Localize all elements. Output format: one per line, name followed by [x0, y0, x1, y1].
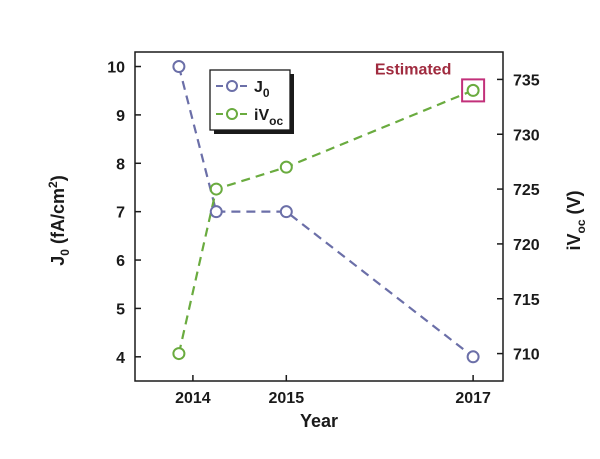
- x-axis-title: Year: [300, 411, 338, 431]
- x-tick-label: 2014: [175, 390, 211, 407]
- legend-label-ivoc: iVoc: [254, 107, 283, 128]
- y-left-tick-label: 7: [116, 205, 125, 222]
- tick-marks: [135, 65, 503, 381]
- data-point-ivoc: [172, 347, 186, 361]
- y-right-main: iV: [564, 234, 584, 251]
- y-left-tick-label: 6: [116, 253, 125, 270]
- y-left-sub: 0: [58, 249, 72, 256]
- y-left-main: J: [48, 256, 68, 266]
- data-point-j0: [279, 205, 293, 219]
- data-point-ivoc: [279, 160, 293, 174]
- legend: J0 iVoc: [209, 69, 294, 134]
- y-right-sub: oc: [574, 219, 588, 233]
- y-left-sup: 2: [46, 181, 60, 188]
- y-right-unit: (V): [564, 190, 584, 219]
- y-right-tick-label: 725: [513, 182, 540, 199]
- data-point-j0: [172, 60, 186, 74]
- axes-frame: [134, 51, 504, 382]
- y-left-unit-pre: (fA/cm: [48, 188, 68, 249]
- estimated-label: Estimated: [375, 61, 451, 78]
- data-point-j0: [209, 205, 223, 219]
- x-tick-label: 2017: [455, 390, 491, 407]
- y-left-tick-label: 8: [116, 156, 125, 173]
- legend-marker-ivoc: [226, 108, 238, 120]
- y-axis-title-left: J0 (fA/cm2): [46, 175, 72, 265]
- y-right-tick-label: 710: [513, 347, 540, 364]
- y-right-tick-label: 730: [513, 127, 540, 144]
- legend-j0-sub: 0: [263, 86, 270, 100]
- y-left-unit-post: ): [48, 175, 68, 181]
- estimated-box: [461, 78, 486, 103]
- y-right-tick-label: 715: [513, 292, 540, 309]
- legend-box: [209, 69, 291, 131]
- legend-ivoc-sub: oc: [269, 114, 283, 128]
- series-markers: [172, 60, 480, 364]
- y-right-tick-label: 720: [513, 237, 540, 254]
- y-left-tick-label: 4: [116, 350, 125, 367]
- plot-frame: [134, 51, 504, 382]
- legend-ivoc-main: iV: [254, 107, 269, 124]
- y-left-tick-label: 10: [107, 60, 125, 77]
- data-point-ivoc: [466, 83, 480, 97]
- data-point-j0: [466, 350, 480, 364]
- series-lines: [177, 66, 474, 358]
- estimated-annotation: Estimated: [375, 61, 486, 103]
- legend-marker-j0: [226, 80, 238, 92]
- x-tick-label: 2015: [269, 390, 305, 407]
- legend-label-j0: J0: [254, 79, 270, 100]
- data-point-ivoc: [209, 182, 223, 196]
- series-line-j0: [177, 66, 474, 358]
- tick-labels: 4 5 6 7 8 9 10 710 715 720 725 730 735 2014 2015 2017: [107, 60, 540, 407]
- y-right-tick-label: 735: [513, 72, 540, 89]
- legend-j0-main: J: [254, 79, 263, 96]
- y-left-tick-label: 5: [116, 301, 125, 318]
- y-left-tick-label: 9: [116, 108, 125, 125]
- y-axis-title-right: iVoc (V): [564, 190, 588, 250]
